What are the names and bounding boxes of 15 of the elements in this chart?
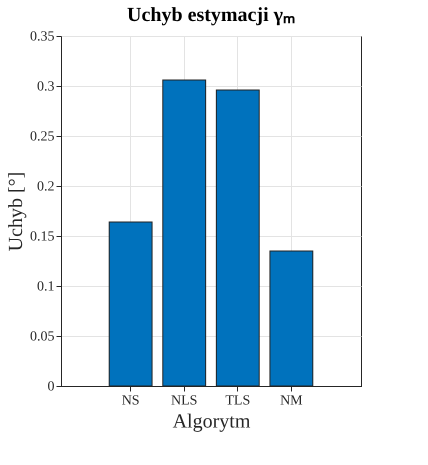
y-tick-label: 0.35 (30, 30, 54, 44)
x-axis-title: Algorytm (172, 410, 251, 432)
y-tick-label: 0 (48, 380, 54, 394)
y-tick-label: 0.3 (37, 80, 54, 94)
chart-title: Uchyb estymacji γₘ (127, 4, 295, 26)
x-tick-label: TLS (225, 394, 250, 408)
y-axis-title: Uchyb [°] (5, 172, 27, 252)
x-tick-label: NS (122, 394, 140, 408)
y-tick-label: 0.2 (37, 180, 54, 194)
x-tick-label: NLS (170, 394, 198, 408)
y-tick-label: 0.05 (30, 330, 54, 344)
y-tick-label: 0.25 (30, 130, 54, 144)
y-tick-label: 0.15 (30, 230, 54, 244)
x-tick-label: NM (280, 394, 304, 408)
y-tick-label: 0.1 (37, 280, 54, 294)
